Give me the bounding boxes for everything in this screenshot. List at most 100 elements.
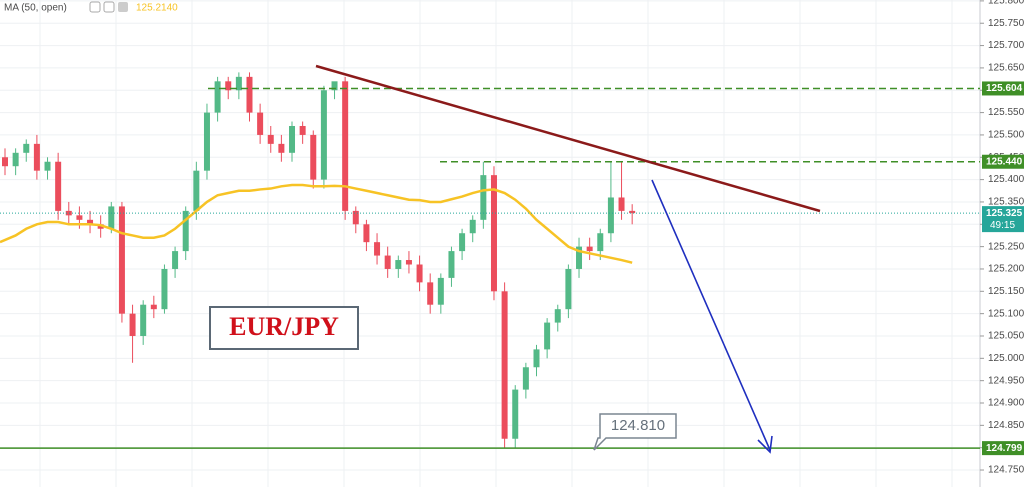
candle-body <box>278 143 285 153</box>
trendline <box>315 64 821 213</box>
y-tick-label: 125.000 <box>988 353 1024 364</box>
candle-body <box>108 206 115 229</box>
current-price-label: 125.325 <box>986 208 1023 219</box>
candle-body <box>257 112 264 135</box>
plot <box>0 72 980 449</box>
candle-body <box>193 170 200 211</box>
y-tick-label: 125.350 <box>988 197 1024 208</box>
candle-body <box>544 322 551 350</box>
indicator-value: 125.2140 <box>136 3 178 14</box>
candle-body <box>97 224 104 229</box>
callout-box <box>593 413 677 451</box>
candle-body <box>310 134 317 180</box>
candle-body <box>203 112 210 171</box>
button[interactable] <box>118 2 128 12</box>
y-tick-label: 124.950 <box>988 375 1024 386</box>
candle-body <box>12 152 19 167</box>
candle-body <box>161 268 168 310</box>
button[interactable] <box>103 1 115 13</box>
candle-body <box>565 268 572 310</box>
candle-body <box>246 76 253 113</box>
candle-body <box>586 246 593 252</box>
candle-body <box>289 125 296 153</box>
candle-body <box>374 242 381 256</box>
level-tag <box>982 154 1024 169</box>
candle-body <box>629 210 636 214</box>
candle-body <box>448 251 455 278</box>
grid <box>0 0 980 487</box>
candle-body <box>597 233 604 252</box>
y-tick-label: 125.400 <box>988 174 1024 185</box>
y-tick-label: 125.200 <box>988 264 1024 275</box>
candle-body <box>129 313 136 336</box>
candle-body <box>65 210 72 216</box>
candle-body <box>618 197 625 211</box>
y-tick-label: 124.850 <box>988 420 1024 431</box>
level-label: 125.604 <box>986 83 1023 94</box>
button[interactable] <box>89 1 101 13</box>
moving-average <box>0 183 633 264</box>
candle-body <box>576 246 583 269</box>
candle-body <box>469 219 476 234</box>
level-tag <box>982 81 1024 96</box>
candle-body <box>352 210 359 225</box>
y-tick-label: 124.750 <box>988 465 1024 476</box>
candle-body <box>405 260 412 265</box>
candle-body <box>554 309 561 323</box>
y-tick-label: 125.500 <box>988 130 1024 141</box>
candle-body <box>522 367 529 390</box>
candle-body <box>214 81 221 113</box>
candle-body <box>44 161 51 171</box>
pair-box <box>209 306 359 350</box>
candle-body <box>480 175 487 220</box>
y-tick-label: 125.550 <box>988 107 1024 118</box>
candle-body <box>87 219 94 225</box>
y-tick-label: 125.750 <box>988 18 1024 29</box>
candle-body <box>437 277 444 305</box>
candle-body <box>23 143 30 153</box>
candle-body <box>235 76 242 91</box>
timer-label: 49:15 <box>990 220 1015 231</box>
candle-body <box>342 81 349 211</box>
candle-body <box>225 81 232 91</box>
pair-label: EUR/JPY <box>229 312 339 341</box>
y-tick-label: 124.900 <box>988 398 1024 409</box>
candle-body <box>140 304 147 336</box>
candle-body <box>267 134 274 144</box>
candle-body <box>118 206 125 314</box>
price-tag <box>982 206 1024 233</box>
y-tick-label: 125.150 <box>988 286 1024 297</box>
candle-body <box>395 260 402 269</box>
candle-body <box>512 389 519 439</box>
candle-body <box>384 255 391 269</box>
candle-body <box>55 161 62 211</box>
level-tag <box>982 441 1024 456</box>
candle-body <box>76 215 83 220</box>
legend-buttons[interactable] <box>89 1 128 13</box>
candle-body <box>331 81 338 91</box>
candle-body <box>320 90 327 180</box>
level-label: 125.440 <box>986 156 1023 167</box>
candle-body <box>607 197 614 234</box>
price-axis: 124.750124.800124.850124.900124.950125.0… <box>980 0 1024 476</box>
candle-body <box>501 291 508 439</box>
indicator-label: MA (50, open) <box>4 3 67 14</box>
candle-body <box>533 349 540 368</box>
candle-body <box>150 304 157 310</box>
y-tick-label: 125.050 <box>988 331 1024 342</box>
arrow <box>651 179 771 451</box>
level-label: 124.799 <box>986 443 1023 454</box>
candle-body <box>459 233 466 252</box>
candle-body <box>299 125 306 135</box>
y-tick-label: 125.650 <box>988 63 1024 74</box>
candle-body <box>416 264 423 283</box>
candle-body <box>363 224 370 243</box>
candle-body <box>172 251 179 269</box>
y-tick-label: 125.700 <box>988 40 1024 51</box>
y-tick-label: 125.100 <box>988 308 1024 319</box>
arrow-head <box>757 435 773 454</box>
callout-label: 124.810 <box>611 417 665 434</box>
candle-body <box>2 157 8 167</box>
